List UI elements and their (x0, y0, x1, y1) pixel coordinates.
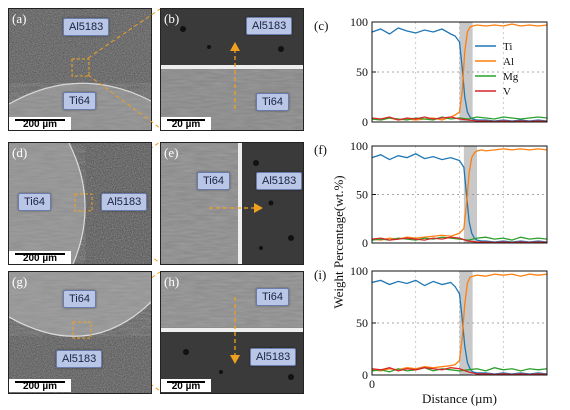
panel-label-f: (f) (314, 142, 327, 157)
scale-label-a: 200 µm (22, 119, 58, 130)
phase-tag-e-left: Ti64 (197, 172, 230, 190)
panel-label-b: (b) (164, 11, 180, 26)
y-tick-label: 100 (350, 264, 368, 278)
scale-bar-g: 200 µm (9, 379, 71, 392)
sem-image-b (160, 8, 304, 131)
panel-label-d: (d) (12, 145, 28, 160)
sem-image-e (160, 142, 304, 265)
y-tick-label: 100 (350, 139, 368, 153)
panel-label-a: (a) (12, 11, 27, 26)
phase-tag-a-bottom: Ti64 (63, 92, 96, 110)
phase-tag-e-right: Al5183 (256, 172, 303, 190)
chart-1: 0 50 100 (f) (314, 139, 548, 250)
x-tick-label: 0 (369, 377, 375, 391)
scale-label-h: 20 µm (171, 381, 201, 392)
panel-label-c: (c) (314, 18, 328, 33)
phase-tag-h-bottom: Al5183 (250, 348, 297, 366)
interface-band (459, 271, 473, 375)
sem-image-d (8, 142, 152, 265)
phase-tag-g-bottom: Al5183 (56, 350, 103, 368)
interface-band (463, 146, 477, 243)
panel-label-i: (i) (314, 267, 326, 282)
y-tick-label: 50 (356, 188, 368, 202)
series-line-v (371, 236, 548, 244)
scale-label-d: 200 µm (22, 253, 58, 264)
scale-label-b: 20 µm (171, 119, 201, 130)
y-tick-label: 0 (362, 236, 368, 250)
phase-tag-h-top: Ti64 (256, 288, 289, 306)
phase-tag-d-right: Al5183 (101, 193, 148, 211)
y-tick-label: 0 (362, 115, 368, 129)
scale-bar-d: 200 µm (9, 251, 71, 264)
y-tick-label: 0 (362, 368, 368, 382)
scale-bar-b: 20 µm (161, 117, 211, 130)
legend-label-mg: Mg (503, 71, 519, 83)
scale-label-g: 200 µm (22, 381, 58, 392)
sem-image-h (160, 271, 304, 394)
series-line-mg (371, 367, 548, 373)
y-axis-label: Weight Percentage(wt.%) (331, 175, 346, 308)
scale-bar-h: 20 µm (161, 379, 211, 392)
series-line-v (371, 367, 548, 376)
legend-label-v: V (503, 86, 511, 98)
phase-tag-d-left: Ti64 (18, 193, 51, 211)
phase-tag-b-top: Al5183 (246, 17, 293, 35)
series-line-al (371, 148, 548, 241)
phase-tag-a-top: Al5183 (63, 18, 110, 36)
series-line-v (371, 116, 548, 123)
y-tick-label: 50 (356, 65, 368, 79)
phase-tag-g-top: Ti64 (63, 290, 96, 308)
legend-label-al: Al (503, 56, 514, 68)
scale-bar-a: 200 µm (9, 117, 71, 130)
chart-2: 0 50 100 (i) 0 Distance (µm) (314, 264, 548, 406)
chart-0: 0 50 100 (c) Ti Al Mg V (314, 15, 548, 129)
phase-tag-b-bottom: Ti64 (256, 93, 289, 111)
interface-band (459, 22, 473, 122)
x-axis-label: Distance (µm) (422, 391, 497, 406)
series-line-al (371, 273, 548, 372)
legend-label-ti: Ti (503, 41, 512, 53)
panel-label-g: (g) (12, 274, 28, 289)
panel-label-e: (e) (164, 145, 179, 160)
y-tick-label: 100 (350, 15, 368, 29)
y-tick-label: 50 (356, 316, 368, 330)
panel-label-h: (h) (164, 274, 180, 289)
legend: Ti Al Mg V (475, 41, 519, 98)
